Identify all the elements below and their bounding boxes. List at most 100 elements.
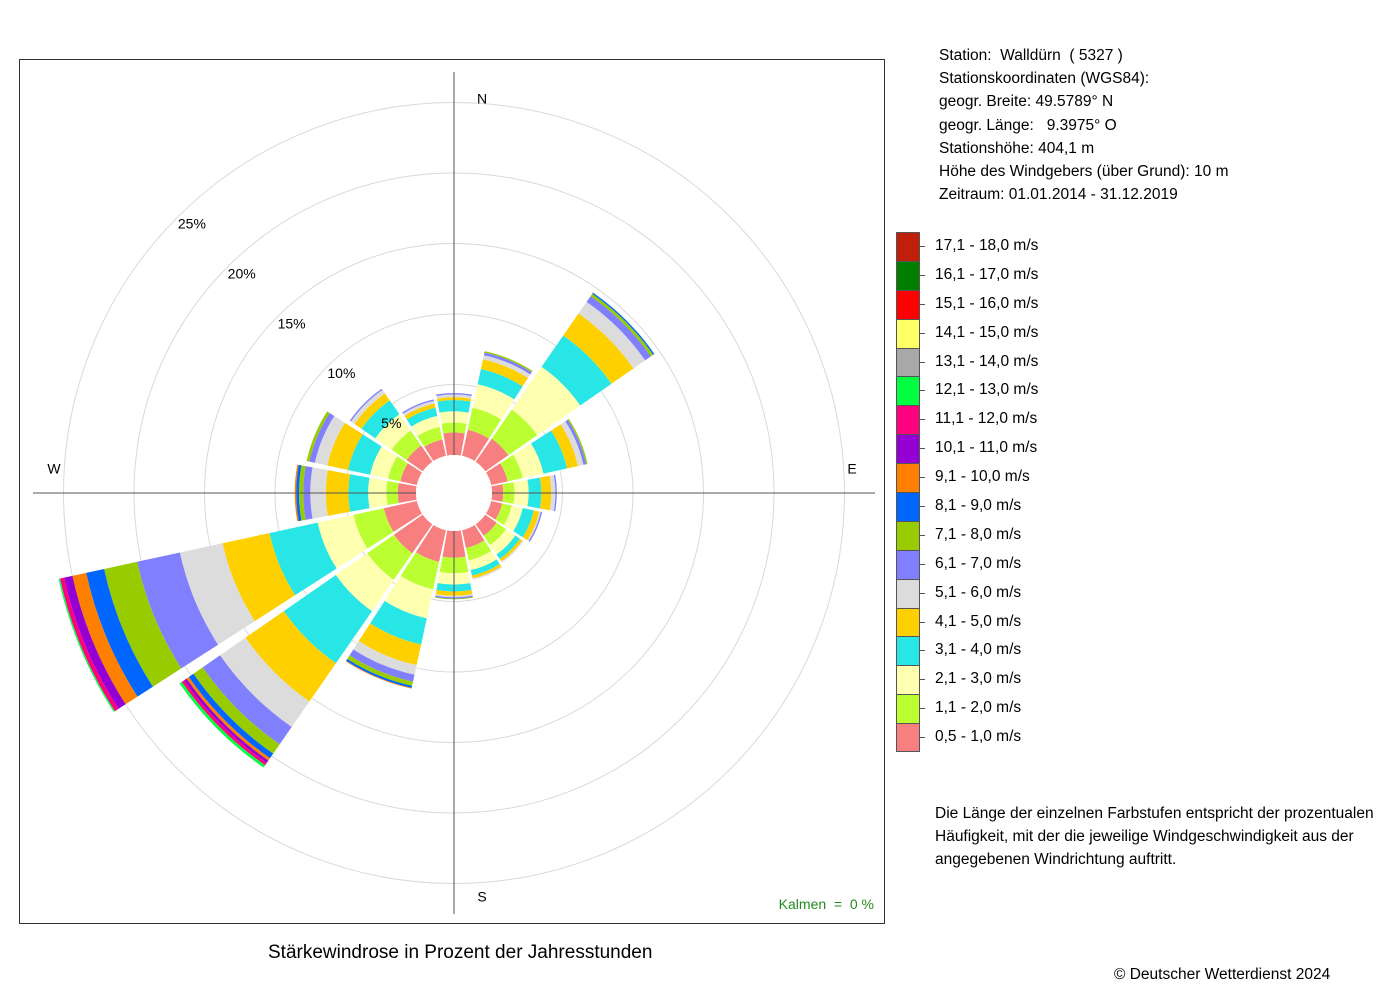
petal-segment-se (501, 540, 524, 563)
station-latitude: geogr. Breite: 49.5789° N (939, 93, 1114, 111)
petal-segment-nnw (404, 403, 436, 420)
petal-segment-wsw (104, 561, 182, 687)
legend-tick (920, 592, 925, 594)
petal-segment-wsw (86, 568, 153, 697)
radial-label: 5% (381, 415, 401, 431)
petal-segment-ene (485, 463, 508, 485)
petal-segment-ese (528, 511, 543, 542)
legend-label: 12,1 - 13,0 m/s (935, 381, 1039, 399)
legend-swatch (896, 694, 920, 724)
petal-segment-wnw (387, 456, 408, 482)
legend-swatch (896, 232, 920, 261)
legend-swatch (896, 434, 920, 464)
petal-segment-sse (468, 551, 497, 571)
petal-segment-ene (567, 419, 588, 465)
petal-segment-ssw (384, 575, 434, 619)
radial-label: 15% (278, 315, 306, 331)
petal-segment-ne (511, 366, 581, 436)
petal-segment-ssw (400, 552, 440, 590)
petal-segment-ssw (349, 649, 415, 682)
petal-segment-se (475, 514, 497, 536)
petal-segment-nw (350, 389, 385, 424)
time-period: Zeitraum: 01.01.2014 - 31.12.2019 (939, 186, 1178, 204)
petal-segment-sw (202, 655, 292, 745)
petal-segment-sse (472, 566, 503, 580)
legend-swatch (896, 318, 920, 348)
petal-segment-wnw (327, 422, 363, 470)
legend-label: 6,1 - 7,0 m/s (935, 554, 1022, 572)
petal-segment-ene (500, 454, 523, 482)
petal-segment-ne (590, 293, 654, 357)
legend-tick (920, 477, 925, 479)
petal-segment-wsw (222, 533, 296, 622)
legend-swatch (896, 607, 920, 637)
legend-label: 14,1 - 15,0 m/s (935, 323, 1039, 341)
petal-segment-nne (472, 384, 515, 420)
legend-label: 13,1 - 14,0 m/s (935, 352, 1039, 370)
petal-segment-sw (367, 534, 413, 580)
rose-hub (416, 455, 492, 531)
petal-segment-wnw (347, 434, 382, 475)
petal-segment-nw (349, 388, 383, 422)
compass-label-s: S (477, 889, 486, 905)
petal-segment-sw (193, 667, 280, 754)
legend-swatch (896, 549, 920, 579)
radial-label: 20% (228, 265, 256, 281)
legend-tick (920, 303, 925, 305)
station-longitude: geogr. Länge: 9.3975° O (939, 116, 1117, 134)
legend-tick (920, 650, 925, 652)
petal-segment-wsw (59, 577, 119, 712)
legend-swatch (896, 463, 920, 493)
legend-label: 3,1 - 4,0 m/s (935, 641, 1022, 659)
legend-label: 11,1 - 12,0 m/s (935, 410, 1038, 428)
petal-segment-ne (578, 301, 646, 369)
petal-segment-nne (477, 369, 523, 400)
legend-label: 15,1 - 16,0 m/s (935, 294, 1039, 312)
petal-segment-wnw (400, 463, 423, 485)
petal-segment-wsw (179, 543, 255, 645)
petal-segment-ene (560, 421, 584, 467)
petal-segment-se (496, 535, 520, 559)
petal-segment-ene (551, 424, 578, 469)
petal-segment-ese (503, 505, 523, 532)
petal-segment-sw (245, 611, 336, 702)
petal-segment-sw (393, 514, 433, 554)
petal-segment-nnw (406, 407, 438, 427)
petal-segment-wsw (353, 508, 394, 549)
legend-swatch (896, 492, 920, 521)
wind-rose-svg: N E S W 5% 10% 15% 20% 25% Kalmen = 0 % (33, 72, 875, 914)
petal-segment-s (435, 594, 473, 598)
legend-tick (920, 419, 925, 421)
petal-segment-sse (470, 559, 500, 576)
legend-label: 10,1 - 11,0 m/s (935, 439, 1038, 457)
petal-segment-ne (491, 409, 538, 456)
legend-swatch (896, 289, 920, 319)
petal-segment-ese (513, 507, 534, 538)
legend-tick (920, 274, 925, 276)
petal-segment-nne (483, 355, 531, 379)
station-coordinates-heading: Stationskoordinaten (WGS84): (939, 70, 1150, 88)
petal-segment-sse (465, 540, 492, 561)
petal-segment-ssw (353, 641, 417, 675)
legend-tick (920, 506, 925, 508)
petal-segment-nne (467, 407, 502, 439)
legend-tick (920, 737, 925, 739)
legend-label: 7,1 - 8,0 m/s (935, 525, 1022, 543)
legend-swatch (896, 636, 920, 666)
legend-swatch (896, 723, 920, 753)
legend-tick (920, 563, 925, 565)
petal-segment-ese (527, 511, 541, 542)
petal-segment-se (490, 529, 516, 555)
legend-tick (920, 361, 925, 363)
legend-swatch (896, 376, 920, 406)
petal-segment-w (294, 464, 299, 522)
petal-segment-nnw (402, 399, 434, 414)
petal-segment-ne (541, 335, 612, 406)
legend-swatch (896, 405, 920, 435)
petal-segment-e (553, 474, 557, 512)
petal-segment-nne (480, 359, 528, 387)
compass-label-n: N (477, 91, 487, 107)
compass-label-w: W (47, 461, 61, 477)
petal-segment-nw (391, 430, 422, 461)
legend-tick (920, 390, 925, 392)
